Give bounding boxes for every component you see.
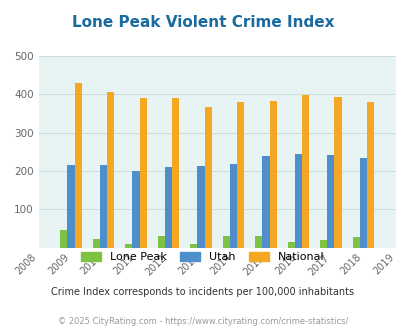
Text: Crime Index corresponds to incidents per 100,000 inhabitants: Crime Index corresponds to incidents per… [51, 287, 354, 297]
Bar [204, 107, 211, 248]
Bar [229, 164, 237, 248]
Bar [366, 102, 373, 248]
Bar [237, 102, 243, 248]
Bar [172, 98, 179, 248]
Bar [139, 98, 146, 248]
Bar [158, 236, 164, 248]
Bar [294, 154, 301, 248]
Bar [255, 236, 262, 248]
Bar [197, 166, 204, 248]
Bar [125, 245, 132, 248]
Bar [132, 171, 139, 248]
Bar [100, 165, 107, 248]
Bar [334, 97, 341, 248]
Bar [190, 245, 197, 248]
Bar [107, 92, 114, 248]
Bar [359, 158, 366, 248]
Bar [320, 240, 326, 248]
Text: © 2025 CityRating.com - https://www.cityrating.com/crime-statistics/: © 2025 CityRating.com - https://www.city… [58, 317, 347, 326]
Bar [222, 236, 229, 248]
Bar [60, 229, 67, 248]
Legend: Lone Peak, Utah, National: Lone Peak, Utah, National [77, 248, 328, 267]
Bar [287, 242, 294, 248]
Bar [93, 239, 100, 248]
Bar [67, 165, 75, 248]
Bar [301, 95, 308, 248]
Bar [269, 101, 276, 248]
Bar [352, 237, 359, 248]
Bar [262, 156, 269, 248]
Text: Lone Peak Violent Crime Index: Lone Peak Violent Crime Index [72, 15, 333, 30]
Bar [164, 167, 172, 248]
Bar [326, 155, 334, 248]
Bar [75, 82, 81, 248]
